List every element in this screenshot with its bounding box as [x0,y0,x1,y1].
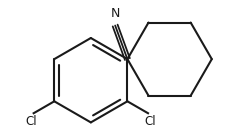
Text: Cl: Cl [25,115,37,128]
Text: N: N [110,7,120,20]
Text: Cl: Cl [145,115,156,128]
